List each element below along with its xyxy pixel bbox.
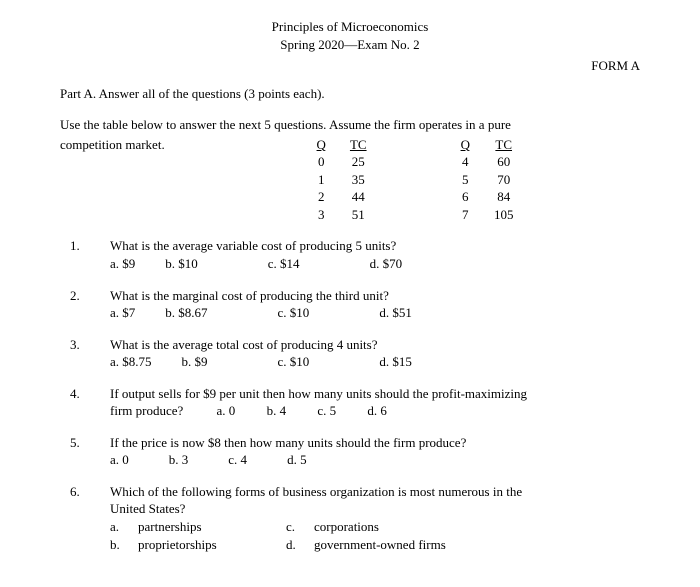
question-3: 3. What is the average total cost of pro… (60, 336, 640, 371)
choices: a. $9 b. $10 c. $14 d. $70 (110, 255, 640, 273)
choices: a. 0 b. 4 c. 5 d. 6 (217, 403, 415, 418)
table-row: 025 (305, 153, 379, 171)
choice-d: d. $51 (379, 304, 412, 322)
choice-c: c. $10 (278, 304, 310, 322)
question-4: 4. If output sells for $9 per unit then … (60, 385, 640, 420)
question-number: 2. (60, 287, 110, 322)
choices: a. 0 b. 3 c. 4 d. 5 (110, 451, 640, 469)
choice-b: b. $8.67 (165, 304, 207, 322)
question-text-line2: firm produce? a. 0 b. 4 c. 5 d. 6 (110, 402, 640, 420)
choice-c: c. 4 (228, 451, 247, 469)
choice-a: a. 0 (217, 403, 236, 418)
table-head-q: Q (449, 136, 482, 154)
choices: a. partnerships c. corporations b. propr… (110, 518, 640, 553)
table-row: 351 (305, 206, 379, 224)
question-text: What is the marginal cost of producing t… (110, 287, 640, 305)
question-text: If the price is now $8 then how many uni… (110, 434, 640, 452)
question-number: 4. (60, 385, 110, 420)
question-body: Which of the following forms of business… (110, 483, 640, 553)
question-1: 1. What is the average variable cost of … (60, 237, 640, 272)
exam-title: Principles of Microeconomics (60, 18, 640, 36)
question-number: 3. (60, 336, 110, 371)
choice-d: government-owned firms (314, 536, 640, 554)
choice-b-label: b. (110, 536, 130, 554)
table-head-q: Q (305, 136, 338, 154)
choice-b: b. 3 (169, 451, 189, 469)
choice-c: corporations (314, 518, 640, 536)
choice-c-label: c. (286, 518, 306, 536)
choice-d-label: d. (286, 536, 306, 554)
question-body: If the price is now $8 then how many uni… (110, 434, 640, 469)
cost-table-left: QTC 025 135 244 351 (305, 136, 379, 224)
exam-subtitle: Spring 2020—Exam No. 2 (60, 36, 640, 54)
table-head-tc: TC (338, 136, 379, 154)
instructions-table-row: competition market. QTC 025 135 244 351 … (60, 136, 640, 238)
choices: a. $7 b. $8.67 c. $10 d. $51 (110, 304, 640, 322)
question-body: What is the marginal cost of producing t… (110, 287, 640, 322)
choice-c: c. 5 (317, 403, 336, 418)
question-text: What is the average total cost of produc… (110, 336, 640, 354)
instructions-line1: Use the table below to answer the next 5… (60, 116, 640, 134)
choice-b: proprietorships (138, 536, 278, 554)
question-5: 5. If the price is now $8 then how many … (60, 434, 640, 469)
question-text: If output sells for $9 per unit then how… (110, 385, 640, 403)
choice-d: d. $15 (379, 353, 412, 371)
choice-b: b. 4 (267, 403, 287, 418)
question-number: 1. (60, 237, 110, 272)
question-body: What is the average variable cost of pro… (110, 237, 640, 272)
choice-c: c. $14 (268, 255, 300, 273)
choice-a-label: a. (110, 518, 130, 536)
question-number: 5. (60, 434, 110, 469)
choice-a: a. $7 (110, 304, 135, 322)
table-head-tc: TC (482, 136, 526, 154)
choice-b: b. $9 (182, 353, 208, 371)
table-row: 244 (305, 188, 379, 206)
choice-a: partnerships (138, 518, 278, 536)
choice-b: b. $10 (165, 255, 198, 273)
question-text: What is the average variable cost of pro… (110, 237, 640, 255)
choice-a: a. $8.75 (110, 353, 152, 371)
question-6: 6. Which of the following forms of busin… (60, 483, 640, 553)
table-row: 570 (449, 171, 526, 189)
cost-table-right: QTC 460 570 684 7105 (449, 136, 526, 224)
table-row: 7105 (449, 206, 526, 224)
part-label: Part A. Answer all of the questions (3 p… (60, 85, 640, 103)
choice-d: d. 5 (287, 451, 307, 469)
table-row: 460 (449, 153, 526, 171)
table-row: 135 (305, 171, 379, 189)
question-body: If output sells for $9 per unit then how… (110, 385, 640, 420)
choice-a: a. $9 (110, 255, 135, 273)
form-label: FORM A (60, 57, 640, 75)
question-2: 2. What is the marginal cost of producin… (60, 287, 640, 322)
choices: a. $8.75 b. $9 c. $10 d. $15 (110, 353, 640, 371)
choice-c: c. $10 (278, 353, 310, 371)
question-text: Which of the following forms of business… (110, 483, 640, 501)
table-row: 684 (449, 188, 526, 206)
instructions-line2: competition market. (60, 136, 190, 238)
exam-header: Principles of Microeconomics Spring 2020… (60, 18, 640, 53)
question-text-line2: United States? (110, 500, 640, 518)
choice-a: a. 0 (110, 451, 129, 469)
question-number: 6. (60, 483, 110, 553)
choice-d: d. $70 (370, 255, 403, 273)
exam-page: Principles of Microeconomics Spring 2020… (0, 0, 700, 587)
question-body: What is the average total cost of produc… (110, 336, 640, 371)
choice-d: d. 6 (367, 403, 387, 418)
cost-table-wrap: QTC 025 135 244 351 QTC 460 570 684 7105 (190, 136, 640, 224)
